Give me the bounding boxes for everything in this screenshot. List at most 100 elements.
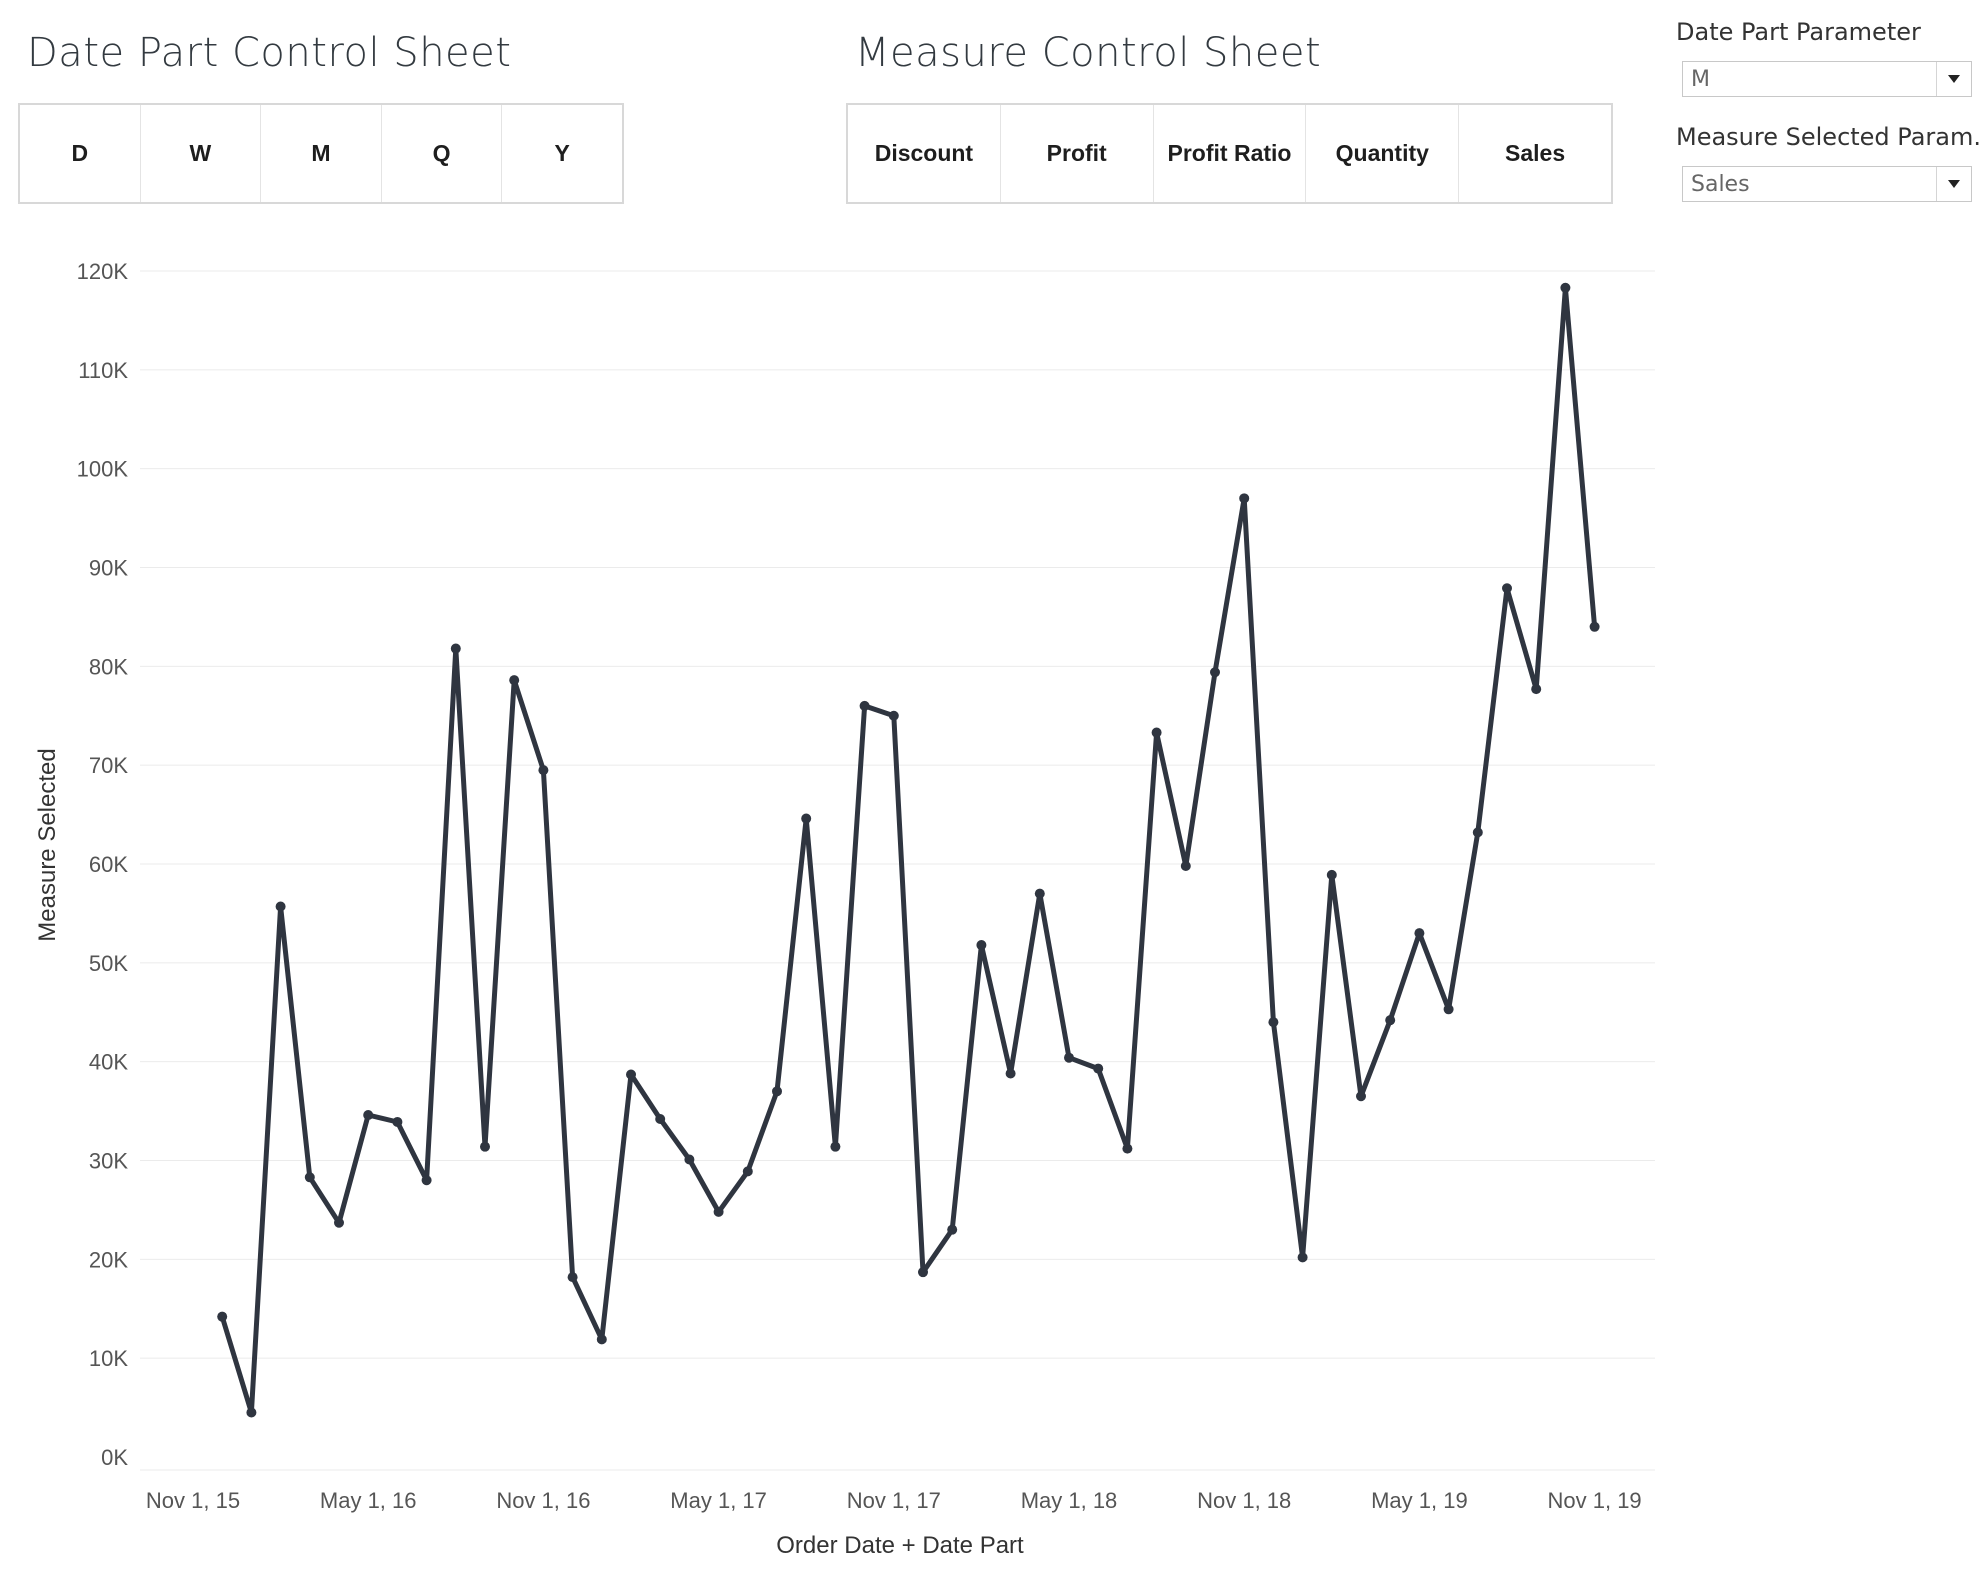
data-points xyxy=(217,282,1600,1418)
grid-lines xyxy=(140,270,1655,1471)
data-point[interactable] xyxy=(363,1110,374,1121)
measure-parameter-label: Measure Selected Param.. xyxy=(1676,123,1982,151)
y-tick-label: 30K xyxy=(89,1149,128,1174)
data-point[interactable] xyxy=(830,1141,841,1152)
data-point[interactable] xyxy=(1472,827,1483,838)
x-axis-label: Order Date + Date Part xyxy=(776,1532,1024,1559)
data-point[interactable] xyxy=(1297,1252,1308,1263)
data-point[interactable] xyxy=(742,1166,753,1177)
data-point[interactable] xyxy=(334,1217,344,1228)
data-point[interactable] xyxy=(1122,1143,1133,1154)
data-point[interactable] xyxy=(1005,1068,1016,1079)
data-point[interactable] xyxy=(1180,860,1191,871)
data-point[interactable] xyxy=(1531,684,1542,695)
data-point[interactable] xyxy=(392,1116,403,1127)
data-point[interactable] xyxy=(1443,1004,1454,1015)
y-tick-label: 0K xyxy=(101,1445,128,1470)
data-point[interactable] xyxy=(655,1113,666,1124)
x-tick-label: Nov 1, 16 xyxy=(496,1488,590,1513)
y-tick-label: 90K xyxy=(89,556,128,581)
date-part-parameter-select[interactable]: M xyxy=(1682,61,1972,97)
data-point[interactable] xyxy=(1210,667,1220,678)
y-tick-label: 60K xyxy=(89,852,128,877)
y-tick-label: 40K xyxy=(89,1050,128,1075)
x-tick-label: May 1, 19 xyxy=(1371,1488,1468,1513)
data-point[interactable] xyxy=(1268,1017,1279,1028)
data-point[interactable] xyxy=(509,675,520,686)
data-point[interactable] xyxy=(1064,1052,1074,1063)
y-tick-label: 10K xyxy=(89,1346,128,1371)
data-point[interactable] xyxy=(421,1175,432,1186)
date-part-option-m[interactable]: M xyxy=(261,105,382,202)
x-tick-label: Nov 1, 18 xyxy=(1197,1488,1291,1513)
data-point[interactable] xyxy=(1093,1063,1104,1074)
measure-option-discount[interactable]: Discount xyxy=(848,105,1001,202)
data-point[interactable] xyxy=(1385,1015,1396,1026)
data-point[interactable] xyxy=(275,901,286,912)
data-point[interactable] xyxy=(217,1311,228,1322)
x-tick-label: May 1, 17 xyxy=(670,1488,767,1513)
date-part-control-sheet-title: Date Part Control Sheet xyxy=(27,30,512,76)
measure-option-sales[interactable]: Sales xyxy=(1505,140,1566,166)
measure-parameter-value: Sales xyxy=(1691,171,1750,197)
y-tick-label: 80K xyxy=(89,654,128,679)
y-tick-label: 110K xyxy=(78,358,128,383)
measure-option-profit[interactable]: Profit xyxy=(1001,105,1154,202)
data-point[interactable] xyxy=(480,1141,490,1152)
x-tick-label: May 1, 18 xyxy=(1021,1488,1118,1513)
y-tick-label: 50K xyxy=(89,951,128,976)
series-line xyxy=(219,285,1598,1415)
date-part-option-w[interactable]: W xyxy=(141,105,262,202)
data-point[interactable] xyxy=(1151,727,1162,738)
data-point[interactable] xyxy=(918,1267,928,1278)
date-part-parameter-label: Date Part Parameter xyxy=(1676,18,1921,46)
x-axis-ticks: Nov 1, 15 May 1, 16 Nov 1, 16 May 1, 17 Nov … xyxy=(146,1488,1642,1513)
data-point[interactable] xyxy=(947,1224,958,1235)
data-point[interactable] xyxy=(772,1086,782,1097)
data-point[interactable] xyxy=(450,643,461,654)
date-part-control-sheet: D W M Q Y xyxy=(18,103,624,204)
chevron-down-icon[interactable] xyxy=(1936,62,1971,96)
data-point[interactable] xyxy=(626,1069,636,1080)
data-point[interactable] xyxy=(713,1206,724,1217)
data-point[interactable] xyxy=(888,710,899,721)
measure-control-sheet: Discount Profit Profit Ratio Quantity Sa… xyxy=(846,103,1613,204)
date-part-parameter-value: M xyxy=(1691,66,1710,92)
data-point[interactable] xyxy=(859,700,870,711)
y-tick-label: 120K xyxy=(77,259,129,284)
date-part-option-q[interactable]: Q xyxy=(382,105,503,202)
x-tick-label: May 1, 16 xyxy=(320,1488,417,1513)
measure-control-sheet-title: Measure Control Sheet xyxy=(855,30,1322,76)
x-tick-label: Nov 1, 15 xyxy=(146,1488,240,1513)
x-tick-label: Nov 1, 17 xyxy=(847,1488,941,1513)
date-part-option-d[interactable]: D xyxy=(20,105,141,202)
y-axis-ticks: 0K 10K 20K 30K 40K 50K 60K 70K 80K 90K 100K 110K 120… xyxy=(77,259,129,1470)
data-point[interactable] xyxy=(1414,928,1425,939)
y-axis-label: Measure Selected xyxy=(34,748,61,941)
data-point[interactable] xyxy=(976,940,987,951)
chevron-down-icon[interactable] xyxy=(1936,167,1971,201)
data-point[interactable] xyxy=(1326,869,1337,880)
data-point[interactable] xyxy=(1356,1091,1366,1102)
y-tick-label: 20K xyxy=(89,1247,128,1272)
data-point[interactable] xyxy=(1560,282,1571,293)
measure-option-profit-ratio[interactable]: Profit Ratio xyxy=(1154,105,1307,202)
data-point[interactable] xyxy=(1589,621,1600,632)
measure-option-quantity[interactable]: Quantity xyxy=(1306,105,1460,202)
data-point[interactable] xyxy=(1502,583,1512,594)
data-point[interactable] xyxy=(567,1272,578,1283)
data-point[interactable] xyxy=(304,1172,315,1183)
data-point[interactable] xyxy=(1034,888,1045,899)
y-tick-label: 100K xyxy=(77,457,129,482)
x-tick-label: Nov 1, 19 xyxy=(1548,1488,1642,1513)
data-point[interactable] xyxy=(596,1334,607,1345)
data-point[interactable] xyxy=(538,765,549,776)
data-point[interactable] xyxy=(801,813,812,824)
data-point[interactable] xyxy=(246,1407,257,1418)
date-part-option-y[interactable]: Y xyxy=(554,140,570,166)
y-tick-label: 70K xyxy=(89,753,128,778)
measure-parameter-select[interactable]: Sales xyxy=(1682,166,1972,202)
data-point[interactable] xyxy=(684,1154,695,1165)
data-point[interactable] xyxy=(1239,493,1250,504)
